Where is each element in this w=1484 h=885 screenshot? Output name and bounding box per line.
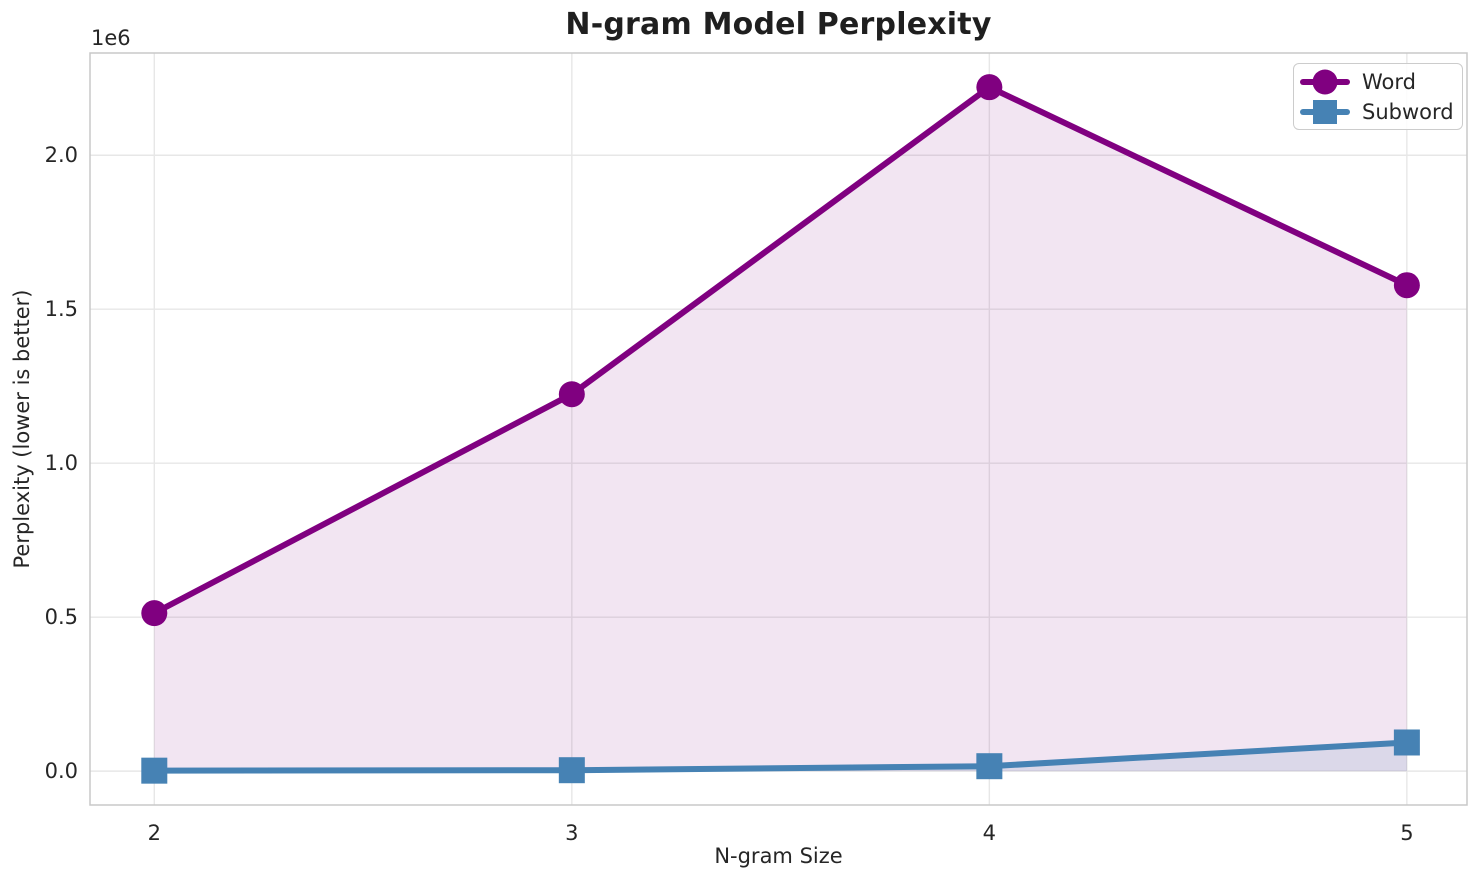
legend-label-word: Word [1362, 69, 1416, 94]
subword-data-point [141, 757, 168, 784]
y-tick-label: 2.0 [45, 143, 78, 167]
y-axis-label: Perplexity (lower is better) [10, 289, 34, 569]
word-series-line [151, 84, 1410, 617]
y-tick-label: 0.5 [45, 605, 78, 629]
x-axis-label: N-gram Size [714, 844, 843, 868]
legend-label-subword: Subword [1362, 99, 1454, 124]
x-tick-label: 2 [148, 821, 161, 845]
word-data-point [558, 381, 585, 408]
subword-series-line [151, 739, 1410, 774]
y-axis-offset-label: 1e6 [91, 26, 131, 50]
word-marker-icon [1300, 68, 1350, 96]
x-tick-label: 5 [1400, 821, 1413, 845]
word-data-point [1393, 272, 1420, 299]
word-fill-area [154, 87, 1407, 772]
legend-item-subword: Subword [1300, 98, 1454, 126]
legend: Word Subword [1293, 63, 1463, 130]
x-tick-label: 3 [565, 821, 578, 845]
word-data-point [976, 74, 1003, 101]
chart-title: N-gram Model Perplexity [565, 7, 992, 42]
x-tick-label: 4 [983, 821, 996, 845]
y-tick-label: 0.0 [45, 759, 78, 783]
axes-spines [89, 52, 1468, 806]
subword-data-point [976, 753, 1003, 780]
subword-marker-icon [1300, 98, 1350, 126]
subword-data-point [558, 757, 585, 784]
y-tick-label: 1.5 [45, 297, 78, 321]
legend-item-word: Word [1300, 68, 1454, 96]
subword-fill-area [154, 742, 1407, 772]
word-data-point [141, 600, 168, 627]
subword-data-point [1393, 729, 1420, 756]
y-tick-label: 1.0 [45, 451, 78, 475]
